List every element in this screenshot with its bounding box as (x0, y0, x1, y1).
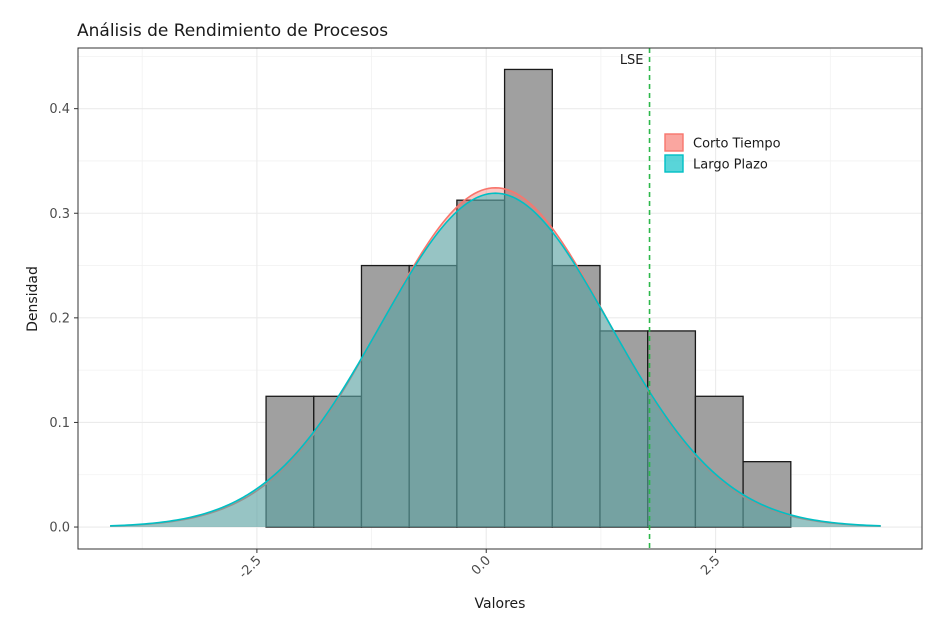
y-tick-label: 0.2 (49, 311, 70, 326)
histogram-bar (503, 68, 553, 528)
legend-key-corto-tiempo (664, 133, 684, 152)
x-tick-label: 2.5 (698, 553, 723, 578)
y-axis-title: Densidad (25, 266, 41, 332)
density-area-largo-plazo (110, 193, 881, 528)
plot-border (77, 47, 923, 550)
x-axis-title: Valores (475, 596, 526, 612)
histogram-bar (742, 461, 792, 528)
histogram-bar (647, 330, 697, 528)
legend-label: Largo Plazo (693, 158, 768, 173)
x-tick-label: 0.0 (469, 553, 494, 578)
y-tick-label: 0.0 (49, 521, 70, 536)
legend: Corto Tiempo Largo Plazo (664, 133, 781, 173)
histogram-bar (313, 395, 363, 528)
histogram-bar (360, 264, 410, 528)
density-line-largo-plazo (110, 192, 881, 527)
y-tick-label: 0.4 (49, 102, 70, 117)
density-area-corto-tiempo (110, 187, 881, 528)
x-tick-label: -2.5 (236, 553, 265, 582)
legend-label: Corto Tiempo (693, 137, 781, 152)
plot-area: LSE 0.0 0.1 0.2 0.3 0.4 -2.5 0.0 2.5 (49, 47, 923, 582)
chart-title: Análisis de Rendimiento de Procesos (77, 21, 388, 41)
histogram-bar (599, 330, 649, 528)
legend-key-largo-plazo (664, 154, 684, 173)
y-tick-label: 0.3 (49, 207, 70, 222)
y-tick-label: 0.1 (49, 416, 70, 431)
density-line-corto-tiempo (110, 186, 881, 527)
lse-label: LSE (620, 53, 644, 68)
